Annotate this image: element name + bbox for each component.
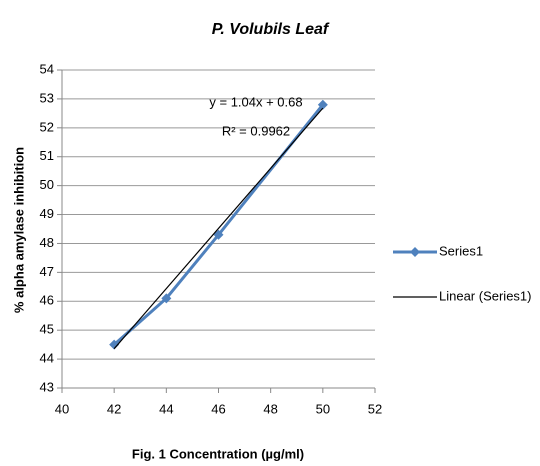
y-tick-label: 44 xyxy=(40,351,54,366)
y-tick-label: 48 xyxy=(40,235,54,250)
y-tick-label: 47 xyxy=(40,264,54,279)
data-point xyxy=(213,229,224,240)
y-tick-label: 45 xyxy=(40,322,54,337)
trendline-r-squared: R² = 0.9962 xyxy=(222,123,290,138)
x-tick-label: 40 xyxy=(55,401,69,416)
data-point xyxy=(317,99,328,110)
y-tick-label: 46 xyxy=(40,293,54,308)
trendline xyxy=(113,107,324,350)
y-tick-label: 54 xyxy=(40,61,54,76)
legend-marker xyxy=(410,247,420,257)
y-axis-label: % alpha amylase inhibition xyxy=(11,147,26,313)
y-tick-label: 52 xyxy=(40,119,54,134)
x-tick-label: 42 xyxy=(107,401,121,416)
x-tick-label: 44 xyxy=(159,401,173,416)
y-tick-label: 50 xyxy=(40,177,54,192)
y-tick-label: 43 xyxy=(40,379,54,394)
y-tick-label: 49 xyxy=(40,206,54,221)
series-line xyxy=(113,103,325,346)
x-tick-label: 52 xyxy=(368,401,382,416)
y-tick-label: 53 xyxy=(40,90,54,105)
chart-title: P. Volubils Leaf xyxy=(212,21,330,38)
legend-label: Linear (Series1) xyxy=(439,288,532,303)
data-point xyxy=(109,339,120,350)
data-point xyxy=(161,293,172,304)
x-tick-label: 46 xyxy=(211,401,225,416)
trendline-equation: y = 1.04x + 0.68 xyxy=(209,94,302,109)
x-tick-label: 48 xyxy=(263,401,277,416)
x-tick-label: 50 xyxy=(316,401,330,416)
legend-label: Series1 xyxy=(439,243,483,258)
x-axis-label: Fig. 1 Concentration (µg/ml) xyxy=(132,446,304,461)
y-tick-label: 51 xyxy=(40,148,54,163)
